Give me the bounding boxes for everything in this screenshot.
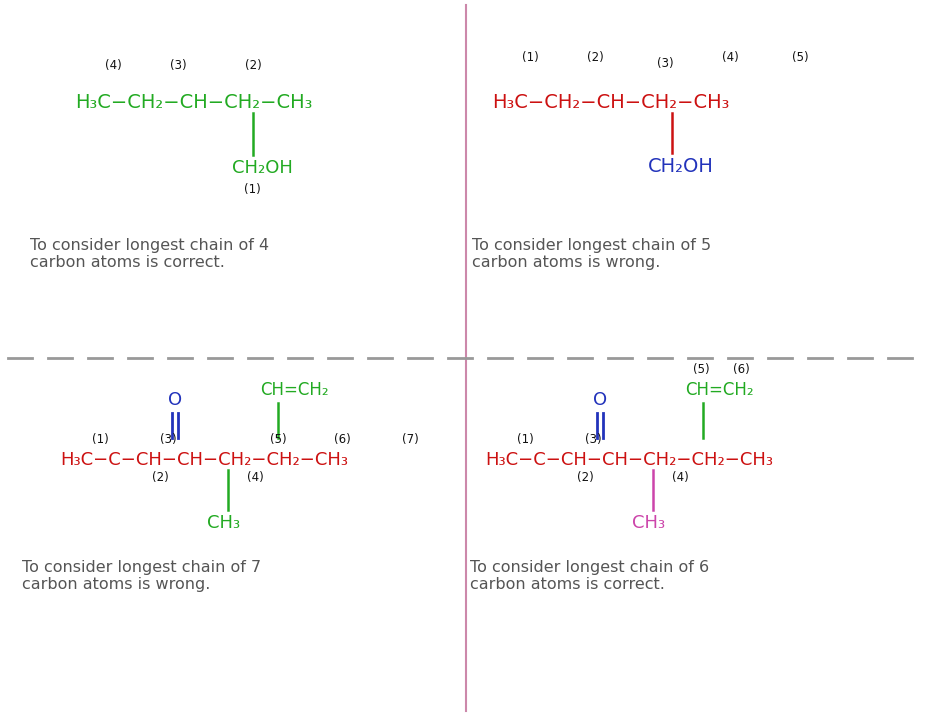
Text: CH₃: CH₃	[207, 514, 240, 532]
Text: (2): (2)	[152, 472, 169, 485]
Text: (4): (4)	[721, 52, 738, 64]
Text: CH₃: CH₃	[632, 514, 665, 532]
Text: To consider longest chain of 4
carbon atoms is correct.: To consider longest chain of 4 carbon at…	[30, 238, 269, 271]
Text: CH=CH₂: CH=CH₂	[685, 381, 754, 399]
Text: To consider longest chain of 5
carbon atoms is wrong.: To consider longest chain of 5 carbon at…	[472, 238, 711, 271]
Text: (1): (1)	[91, 433, 108, 447]
Text: (1): (1)	[522, 52, 539, 64]
Text: To consider longest chain of 7
carbon atoms is wrong.: To consider longest chain of 7 carbon at…	[22, 560, 261, 592]
Text: (3): (3)	[657, 57, 673, 69]
Text: (2): (2)	[577, 472, 594, 485]
Text: (3): (3)	[170, 59, 186, 72]
Text: (4): (4)	[672, 472, 689, 485]
Text: O: O	[593, 391, 607, 409]
Text: (1): (1)	[243, 183, 260, 196]
Text: (2): (2)	[244, 59, 261, 72]
Text: CH=CH₂: CH=CH₂	[260, 381, 329, 399]
Text: (2): (2)	[586, 52, 603, 64]
Text: (6): (6)	[334, 433, 350, 447]
Text: (4): (4)	[104, 59, 121, 72]
Text: H₃C−C−CH−CH−CH₂−CH₂−CH₃: H₃C−C−CH−CH−CH₂−CH₂−CH₃	[485, 451, 773, 469]
Text: (3): (3)	[584, 433, 601, 447]
Text: (6): (6)	[733, 364, 749, 377]
Text: (1): (1)	[516, 433, 533, 447]
Text: (4): (4)	[247, 472, 264, 485]
Text: H₃C−CH₂−CH−CH₂−CH₃: H₃C−CH₂−CH−CH₂−CH₃	[75, 94, 312, 112]
Text: (7): (7)	[402, 433, 418, 447]
Text: H₃C−CH₂−CH−CH₂−CH₃: H₃C−CH₂−CH−CH₂−CH₃	[492, 94, 730, 112]
Text: (3): (3)	[159, 433, 176, 447]
Text: H₃C−C−CH−CH−CH₂−CH₂−CH₃: H₃C−C−CH−CH−CH₂−CH₂−CH₃	[60, 451, 348, 469]
Text: O: O	[168, 391, 182, 409]
Text: (5): (5)	[269, 433, 286, 447]
Text: CH₂OH: CH₂OH	[648, 157, 714, 175]
Text: (5): (5)	[692, 364, 709, 377]
Text: (5): (5)	[791, 52, 808, 64]
Text: CH₂OH: CH₂OH	[232, 159, 293, 177]
Text: To consider longest chain of 6
carbon atoms is correct.: To consider longest chain of 6 carbon at…	[470, 560, 709, 592]
